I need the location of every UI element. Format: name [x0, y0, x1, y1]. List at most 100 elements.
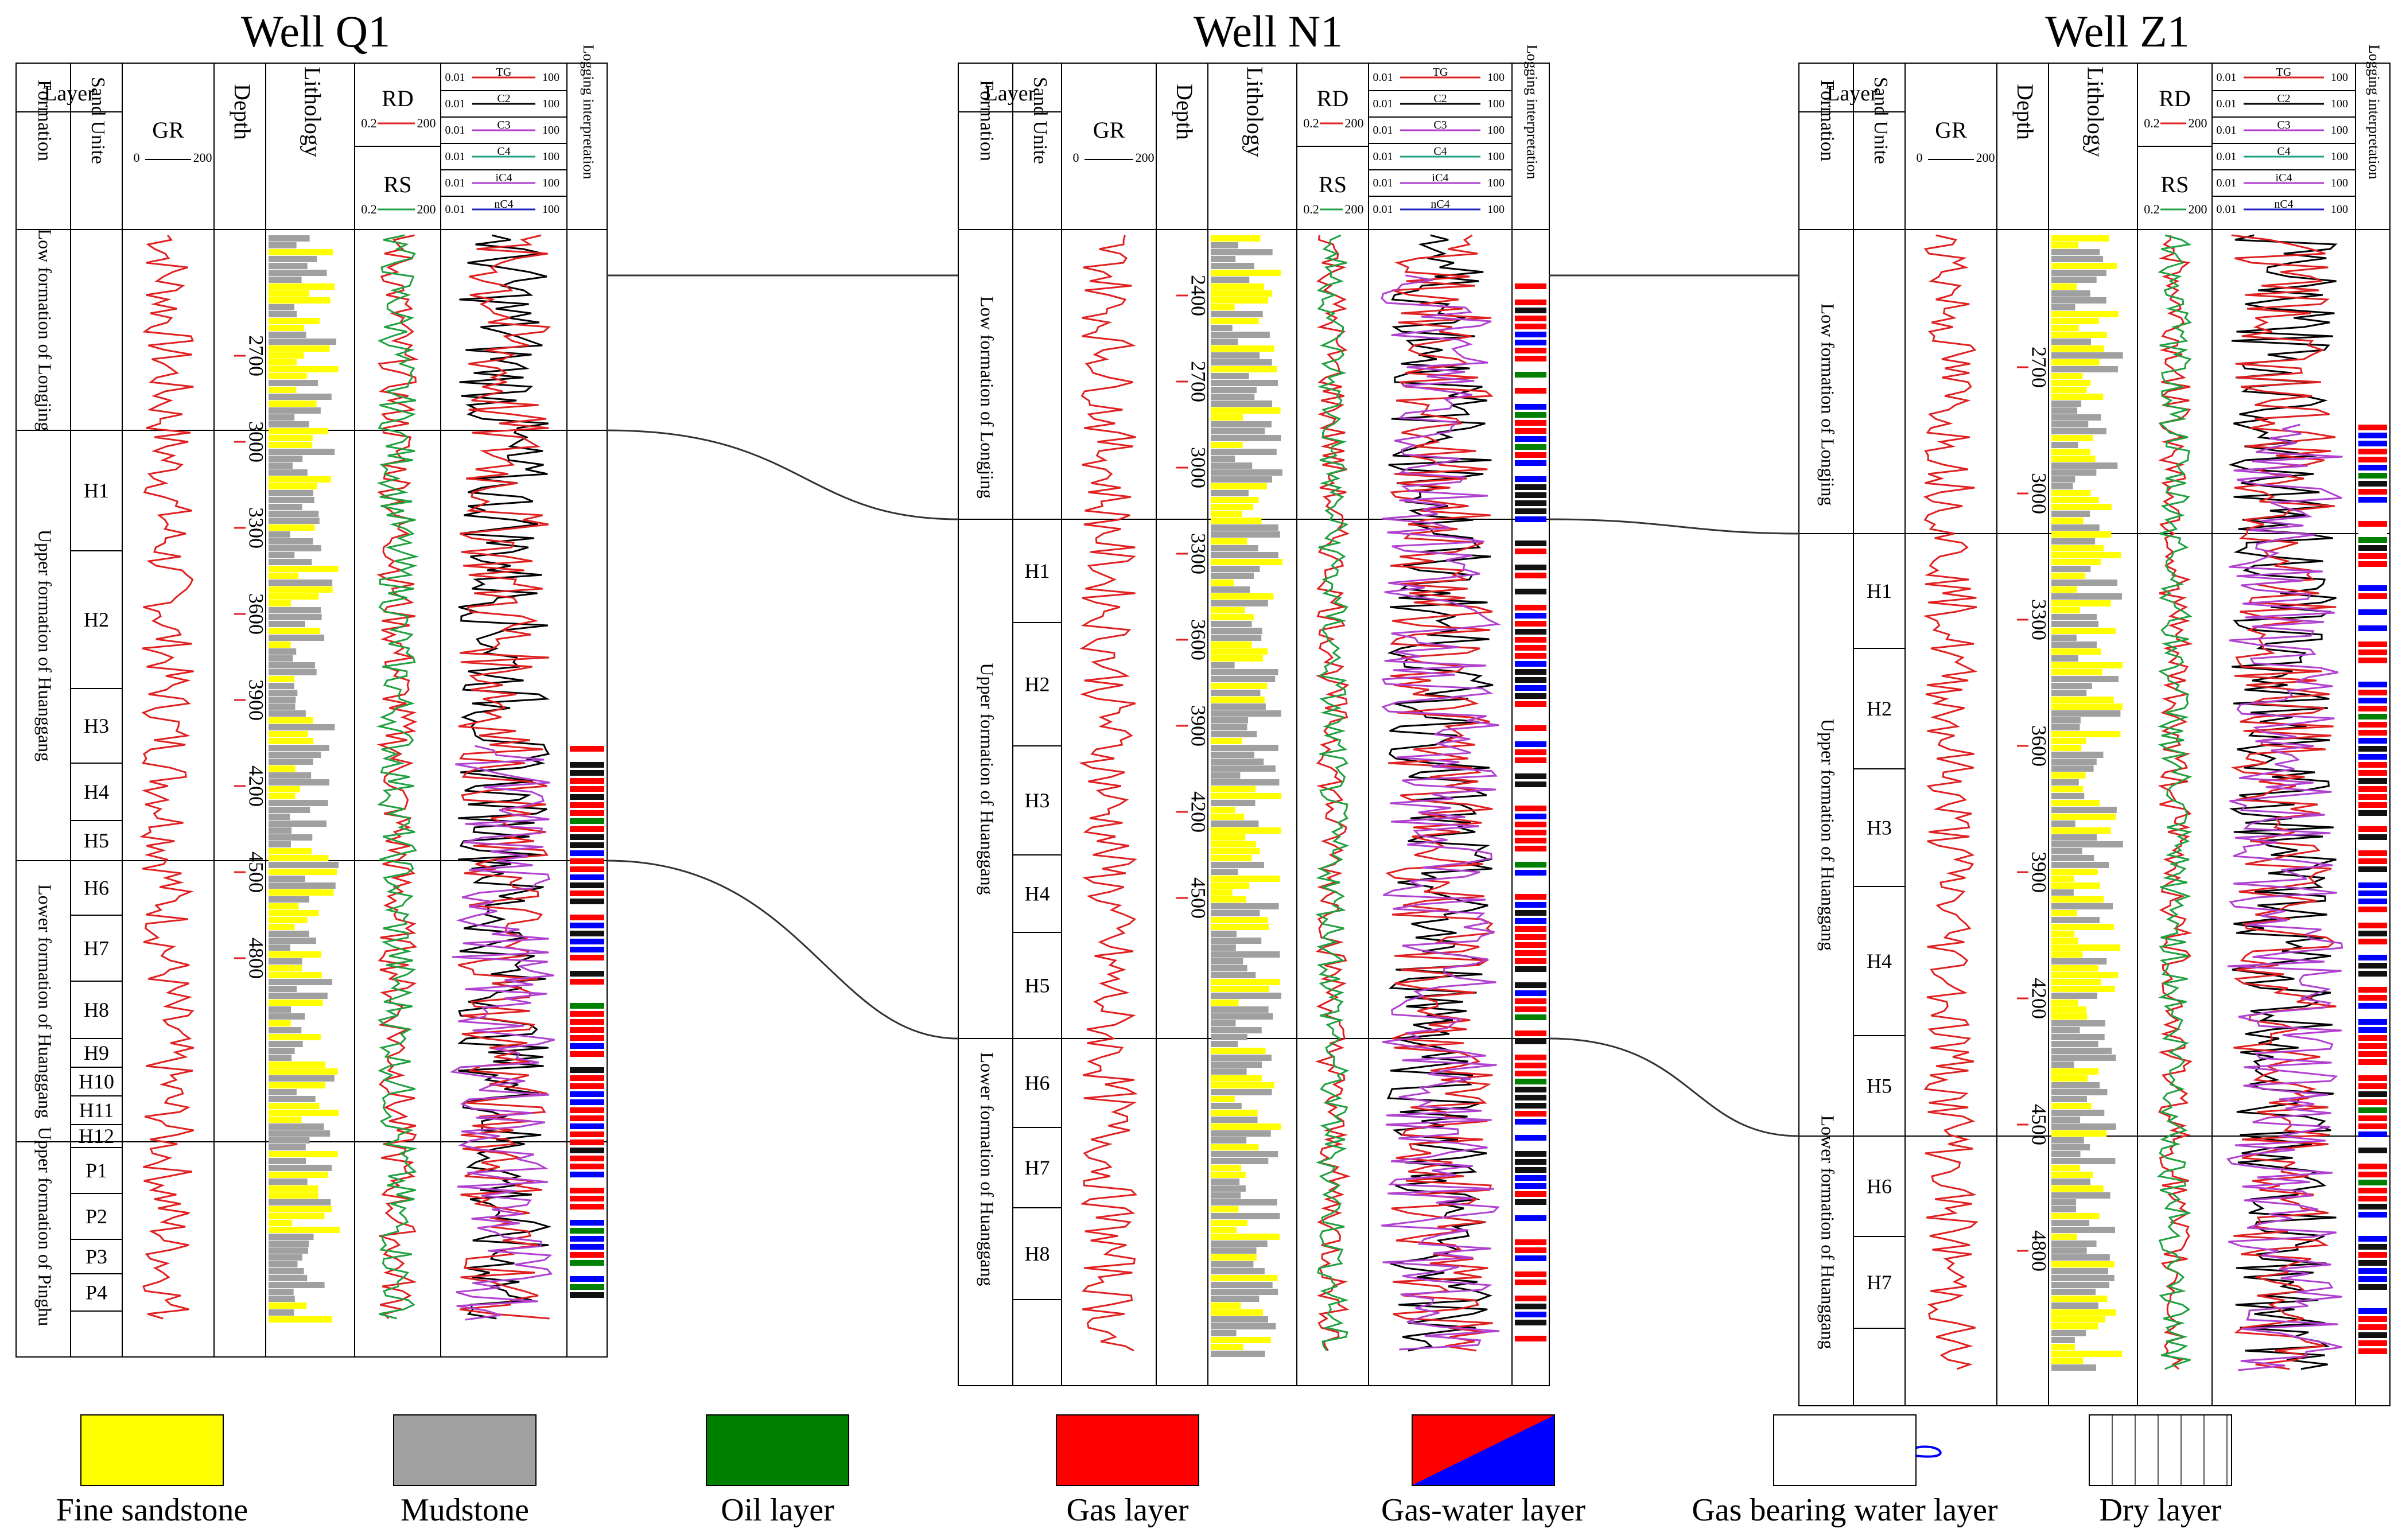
well-3-lithology-bed [2051, 724, 2080, 730]
well-1-depth-label-3000: 3000 [245, 421, 268, 462]
well-2-interp-layer [1515, 348, 1546, 353]
well-2-layer-header: Layer [985, 81, 1036, 106]
corr-top-lower-huanggang-a [607, 860, 959, 1040]
well-1-interp-layer [570, 786, 604, 792]
well-1-lithology-bed [269, 263, 308, 269]
well-1-sand-label-H10: H10 [79, 1070, 114, 1093]
well-3-lithology-bed [2051, 1055, 2116, 1061]
well-1-lithology-bed [269, 469, 308, 476]
well-1-lithology-bed [269, 400, 317, 407]
well-1-depth-label-3600: 3600 [245, 593, 268, 635]
well-2-lithology-bed [1211, 1282, 1273, 1288]
well-3-lithology-bed [2051, 1110, 2105, 1116]
well-1-lithology-bed [269, 1165, 332, 1171]
well-2-interp-layer [1515, 372, 1546, 378]
well-2-lithology-bed [1211, 786, 1256, 792]
well-2-interp-layer [1515, 613, 1546, 619]
well-2-interp-layer [1515, 1006, 1546, 1012]
well-1-depth-label-3900: 3900 [245, 679, 268, 721]
legend-label-gas-layer: Gas layer [1066, 1492, 1189, 1528]
well-1-interp-layer [570, 1172, 604, 1177]
well-3-interp-layer [2358, 609, 2387, 615]
well-2-lithology-bed [1211, 1234, 1280, 1240]
well-2-lithology-bed [1211, 1013, 1273, 1020]
well-3-lithology-bed [2051, 1013, 2088, 1020]
well-1-interp-layer [570, 810, 604, 816]
well-3-lithology-bed [2051, 318, 2099, 324]
well-3-rd-header: RD [2159, 85, 2191, 111]
well-3-lithology-bed [2051, 304, 2075, 310]
well-3-lithology-bed [2051, 938, 2078, 944]
well-3-interp-layer [2358, 778, 2387, 784]
well-2-interp-layer [1515, 484, 1546, 490]
well-2-lithology-bed [1211, 752, 1254, 758]
well-3-interp-layer [2358, 1027, 2387, 1033]
well-3-lithology-bed [2051, 531, 2112, 538]
well-2-interp-layer [1515, 693, 1546, 699]
legend-swatch-dry-layer [2089, 1414, 2232, 1486]
well-1-sand-label-H3: H3 [84, 714, 109, 737]
well-2-interp-layer [1515, 1095, 1546, 1100]
well-3-lithology-bed [2051, 1234, 2077, 1240]
well-3-lithology-bed [2051, 641, 2097, 648]
well-2-lithology-bed [1211, 1061, 1262, 1068]
well-2-lithology-bed [1211, 986, 1269, 992]
well-2-interp-layer [1515, 1320, 1546, 1325]
well-2-interp-layer [1515, 300, 1546, 305]
well-3-interp-layer [2358, 1260, 2387, 1266]
well-2-interp-layer [1515, 629, 1546, 635]
well-1-lithology-bed [269, 428, 328, 434]
well-1-gas-label-C2: C2 [497, 92, 510, 105]
well-2-rs-max: 200 [1345, 202, 1364, 216]
well-2-lithology-bed [1211, 1144, 1259, 1150]
well-3-gas-min: 0.01 [2217, 150, 2237, 163]
well-1-lithology-bed [269, 1275, 308, 1281]
well-2-lithology-bed [1211, 1240, 1268, 1247]
well-3-gas-label-C4: C4 [2277, 145, 2290, 158]
well-2-gas-text-C3: C3 [1433, 119, 1447, 131]
well-3-lithology-bed [2051, 1137, 2084, 1144]
well-2-depth-label-3000: 3000 [1187, 447, 1210, 488]
well-1-lithology-bed [269, 297, 331, 304]
well-2-lithology-bed [1211, 449, 1277, 455]
well-2-lithology-bed [1211, 1158, 1269, 1164]
well-3-lithology-bed [2051, 249, 2100, 255]
well-3-interp-layer [2358, 1035, 2387, 1041]
well-3-interp-layer [2358, 481, 2387, 487]
well-1-lithology-bed [269, 345, 330, 352]
well-1-depth-label-4500: 4500 [245, 851, 268, 893]
well-2-interp-layer [1515, 862, 1546, 868]
well-2-depth-label-2400: 2400 [1187, 275, 1210, 316]
well-3-interp-layer [2358, 682, 2387, 687]
well-1-lithology-bed [269, 814, 290, 820]
well-3-lithology-bed [2051, 600, 2111, 606]
well-2-interp-layer [1515, 412, 1546, 418]
well-2-rd-min: 0.2 [1303, 116, 1319, 130]
well-2-lithology-bed [1211, 648, 1268, 655]
well-3-lithology-bed [2051, 580, 2117, 586]
well-2-interp-layer [1515, 902, 1546, 908]
well-1-lithology-bed [269, 1082, 326, 1088]
well-1-lithology-bed [269, 559, 312, 565]
well-2-interp-layer [1515, 1207, 1546, 1213]
well-2-interp-layer [1515, 1167, 1546, 1173]
well-1-interp-layer [570, 1148, 604, 1153]
well-2-lithology-bed [1211, 476, 1273, 483]
well-2-depth-label-3900: 3900 [1187, 705, 1210, 746]
well-3-lithology-bed [2051, 800, 2100, 806]
well-3-gr-max: 200 [1976, 150, 1995, 165]
well-1-lithology-bed [269, 965, 302, 971]
well-1-interp-layer [570, 1091, 604, 1097]
well-2-lithology-bed [1211, 249, 1273, 255]
well-1-lithology-bed [269, 834, 313, 841]
well-3-lithology-bed [2051, 779, 2079, 785]
well-3-interp-layer [2358, 1332, 2387, 1338]
well-2-interp-layer [1515, 1231, 1546, 1237]
well-2-interp-layer [1515, 420, 1546, 426]
well-1-formation-header: Formation [34, 80, 55, 161]
well-2-lithology-bed [1211, 263, 1254, 269]
well-3-lithology-bed [2051, 242, 2079, 248]
well-1-formation-label: Upper formation of Pinghu [35, 1127, 56, 1327]
well-1-lithology-bed [269, 621, 305, 627]
